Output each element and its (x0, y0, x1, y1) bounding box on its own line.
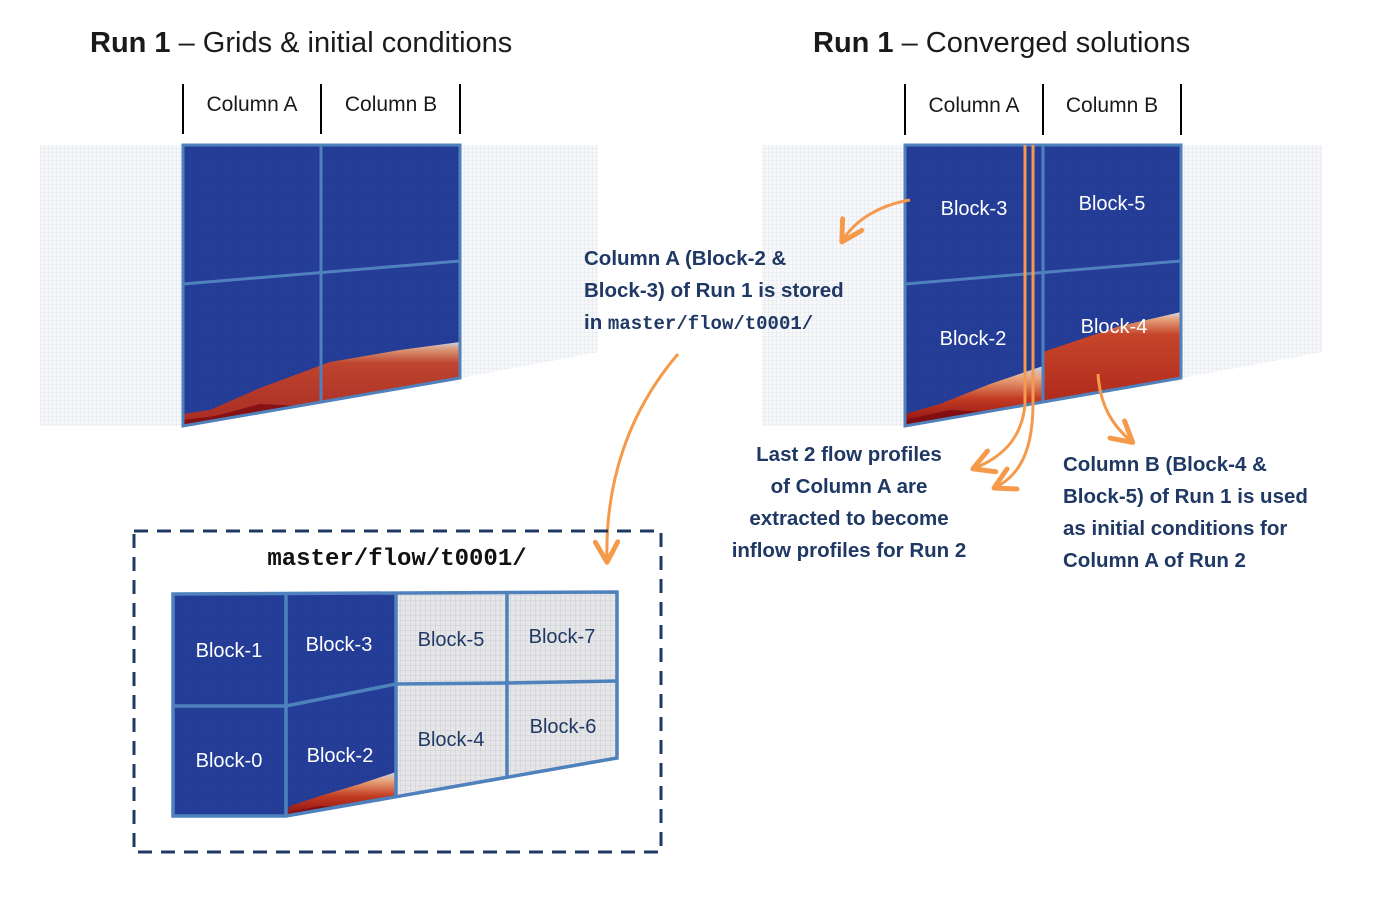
profile-arrow (996, 402, 1035, 487)
boundary-layer-region (1043, 312, 1181, 402)
block-label: Block-7 (529, 626, 596, 648)
block-divider (173, 679, 618, 708)
right-panel-title: Run 1 – Converged solutions (813, 27, 1190, 59)
storage-box: master/flow/t0001/ Block-1 Block-3 Block… (132, 529, 663, 854)
block-divider (904, 259, 1182, 286)
boundary-layer-region (905, 366, 1043, 426)
block-label: Block-3 (941, 198, 1008, 220)
block-label: Block-3 (306, 634, 373, 656)
background-grid-right (460, 145, 598, 378)
background-grid-left (40, 145, 183, 426)
block-label: Block-1 (196, 640, 263, 662)
dashed-border (132, 529, 663, 854)
block-label: Block-4 (418, 729, 485, 751)
initial-note-line: as initial conditions for (1063, 517, 1287, 540)
block-label: Block-2 (307, 745, 374, 767)
block-label: Block-5 (1079, 193, 1146, 215)
storage-box-title: master/flow/t0001/ (267, 546, 526, 573)
storage-to-box-arrow (607, 353, 680, 560)
profiles-note-line: Last 2 flow profiles (756, 443, 942, 466)
storage-note-line: Column A (Block-2 & (584, 247, 787, 270)
left-panel-title: Run 1 – Grids & initial conditions (90, 27, 512, 59)
background-grid-right (1181, 145, 1322, 378)
block-divider (182, 259, 461, 286)
column-b-header: Column B (345, 93, 437, 116)
initial-conditions-arrow (1096, 373, 1131, 441)
domain-border (181, 143, 462, 428)
storage-note-line: in master/flow/t0001/ (584, 311, 813, 335)
initial-note-line: Column B (Block-4 & (1063, 453, 1267, 476)
profiles-note-line: inflow profiles for Run 2 (732, 539, 967, 562)
block-label: Block-2 (940, 328, 1007, 350)
initial-note-line: Block-5) of Run 1 is used (1063, 485, 1308, 508)
annotations: Column A (Block-2 & Block-3) of Run 1 is… (584, 198, 1308, 572)
storage-arrow (843, 198, 911, 240)
block-label: Block-6 (530, 716, 597, 738)
profile-arrow (975, 403, 1027, 468)
block-label: Block-5 (418, 629, 485, 651)
block-label: Block-0 (196, 750, 263, 772)
domain-border (903, 143, 1183, 428)
column-b-header: Column B (1066, 94, 1158, 117)
column-a-header: Column A (928, 94, 1019, 117)
block-label: Block-4 (1081, 316, 1148, 338)
initial-note-line: Column A of Run 2 (1063, 549, 1246, 572)
profiles-note-line: of Column A are (771, 475, 928, 498)
profiles-note-line: extracted to become (749, 507, 948, 530)
left-panel: Run 1 – Grids & initial conditions Colum… (40, 27, 598, 428)
right-panel: Run 1 – Converged solutions Column A Col… (762, 27, 1322, 428)
boundary-layer-region (286, 772, 396, 816)
column-a-header: Column A (206, 93, 297, 116)
storage-note-line: Block-3) of Run 1 is stored (584, 279, 844, 302)
block-grid-border (171, 590, 619, 818)
